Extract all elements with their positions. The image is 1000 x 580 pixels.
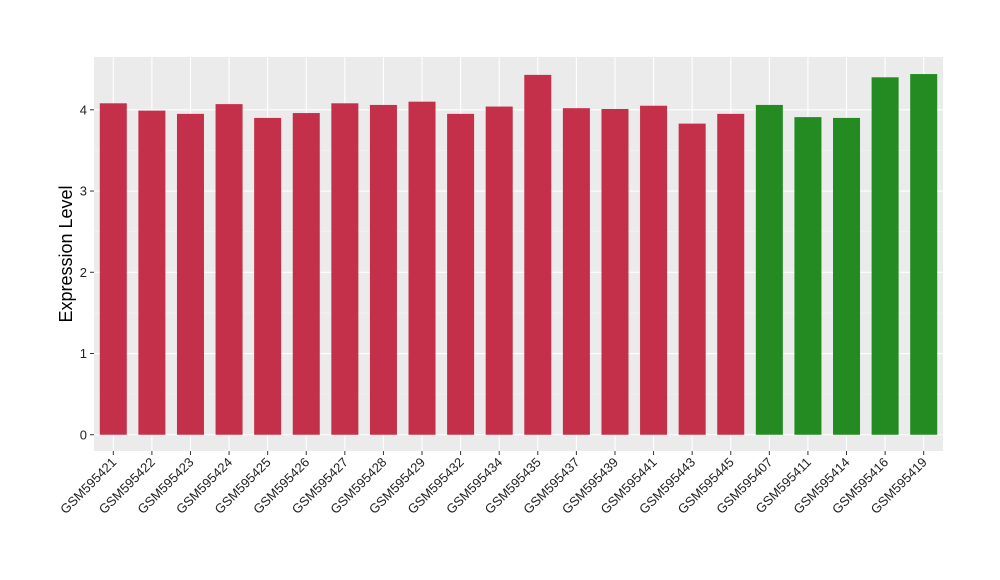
bar-GSM595434: [485, 106, 513, 435]
y-axis: 0 1 2 3 4: [80, 102, 94, 442]
y-tick-label: 1: [80, 346, 87, 361]
bar-GSM595414: [833, 117, 861, 435]
bar-GSM595407: [755, 104, 783, 435]
bar-GSM595429: [408, 101, 436, 435]
bar-GSM595419: [910, 74, 938, 435]
bars: [99, 74, 938, 435]
bar-GSM595428: [369, 104, 397, 435]
bar-GSM595437: [562, 108, 590, 435]
bar-GSM595445: [717, 113, 745, 435]
y-tick-label: 4: [80, 102, 87, 117]
bar-GSM595425: [254, 117, 282, 435]
bar-GSM595424: [215, 104, 243, 435]
x-axis: GSM595421GSM595422GSM595423GSM595424GSM5…: [57, 451, 930, 517]
bar-GSM595411: [794, 117, 822, 435]
bar-GSM595422: [138, 110, 166, 435]
bar-GSM595423: [176, 113, 204, 435]
y-axis-title: Expression Level: [56, 185, 76, 322]
bar-GSM595432: [447, 113, 475, 435]
y-tick-label: 0: [80, 427, 87, 442]
bar-GSM595427: [331, 103, 359, 435]
bar-GSM595443: [678, 123, 706, 435]
bar-GSM595439: [601, 108, 629, 435]
bar-GSM595435: [524, 74, 552, 435]
y-tick-label: 2: [80, 265, 87, 280]
y-tick-label: 3: [80, 184, 87, 199]
bar-GSM595416: [871, 77, 899, 435]
bar-GSM595441: [640, 105, 668, 435]
bar-GSM595421: [99, 103, 127, 435]
bar-GSM595426: [292, 113, 320, 435]
